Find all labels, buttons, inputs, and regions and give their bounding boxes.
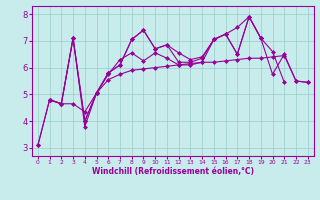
X-axis label: Windchill (Refroidissement éolien,°C): Windchill (Refroidissement éolien,°C) [92,167,254,176]
